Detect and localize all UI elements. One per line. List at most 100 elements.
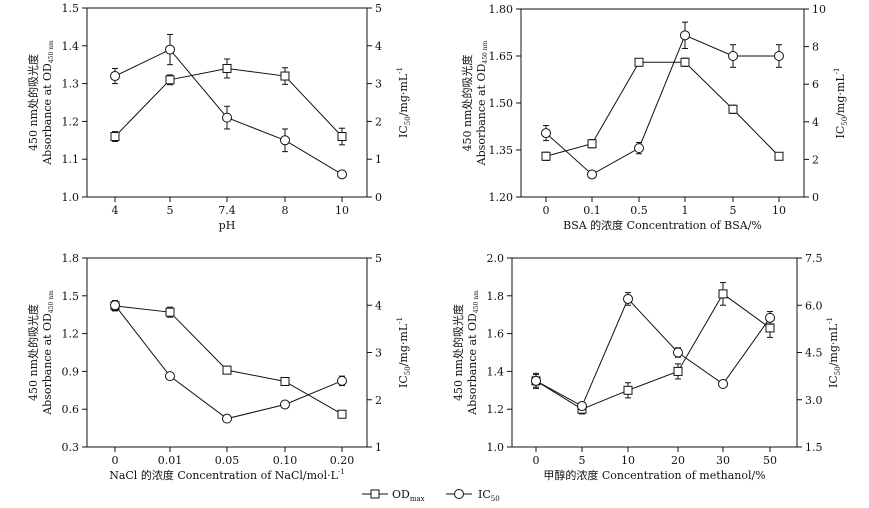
x-tick-label: 0	[533, 454, 540, 467]
x-tick-label: 5	[579, 454, 586, 467]
y2-axis-label: IC50/mg·mL-1	[396, 317, 412, 388]
od-point	[673, 366, 683, 376]
x-tick-label: 8	[282, 204, 289, 217]
svg-text:ODmax: ODmax	[392, 488, 425, 503]
od-point	[222, 365, 232, 375]
ic50-point	[577, 401, 587, 412]
x-axis-label: pH	[219, 219, 236, 232]
ic50-point	[337, 169, 347, 180]
y2-tick-label: 2	[375, 394, 382, 407]
y-axis-label-sub: 450 nm	[48, 290, 55, 313]
y2-axis-label-sub: 50	[834, 366, 842, 375]
ic50-point	[718, 379, 728, 389]
y2-tick-label: 5	[375, 2, 382, 15]
y-tick-label: 2.0	[487, 252, 505, 265]
y2-tick-label: 3.0	[805, 394, 823, 407]
od-point	[634, 57, 644, 67]
od-point	[110, 132, 120, 142]
y-tick-label: 1.5	[62, 290, 80, 303]
x-tick-label: 20	[671, 454, 685, 467]
od-point	[718, 289, 728, 299]
y-tick-label: 1.0	[487, 441, 505, 454]
y-axis-label-cn: 450 nm处的吸光度	[451, 304, 465, 401]
y-tick-label: 1.35	[489, 144, 514, 157]
y-tick-label: 1.4	[62, 40, 80, 53]
ic50-point	[337, 375, 347, 386]
x-tick-label: 30	[716, 454, 730, 467]
legend-ic-label: IC	[478, 488, 491, 501]
ic50-point	[541, 128, 551, 139]
y-tick-label: 1.65	[489, 50, 514, 63]
y-tick-label: 1.2	[62, 115, 80, 128]
ic50-point	[587, 169, 597, 180]
y-axis-label-en: Absorbance at OD450 nm	[41, 40, 55, 166]
y2-axis-label-unit: /mg·mL	[397, 323, 410, 366]
y-tick-label: 1.20	[489, 191, 514, 204]
y2-axis-label-unit: /mg·mL	[827, 323, 840, 366]
x-tick-label: 10	[772, 204, 786, 217]
od-point	[765, 323, 775, 333]
ic50-point	[634, 143, 644, 154]
od-point	[680, 57, 690, 67]
od-series-line	[545, 61, 780, 157]
y2-axis-label-sub: 50	[404, 366, 412, 375]
y-axis-label-sub: 450 nm	[473, 290, 480, 313]
x-tick-label: 4	[112, 204, 119, 217]
y2-tick-label: 0	[375, 191, 382, 204]
od-point	[280, 71, 290, 81]
od-point	[280, 376, 290, 386]
plot-frame	[86, 7, 368, 198]
od-point	[337, 409, 347, 419]
x-tick-label: 0.1	[583, 204, 601, 217]
y2-axis-label-sup: -1	[826, 317, 834, 324]
x-tick-label: 10	[621, 454, 635, 467]
x-tick-label: 0	[112, 454, 119, 467]
y2-tick-label: 2	[375, 115, 382, 128]
ic50-point	[680, 30, 690, 41]
od-point	[165, 307, 175, 317]
y-tick-label: 1.2	[487, 403, 505, 416]
y-tick-label: 0.6	[62, 403, 80, 416]
ic50-series-line	[545, 34, 779, 176]
y2-tick-label: 1	[375, 441, 382, 454]
y2-axis-label-sub: 50	[404, 116, 412, 125]
y2-tick-label: 8	[812, 41, 819, 54]
plot-frame	[520, 8, 805, 198]
y-tick-label: 1.2	[62, 328, 80, 341]
y-tick-label: 1.3	[62, 78, 80, 91]
y-tick-label: 1.4	[487, 365, 505, 378]
y-tick-label: 1.50	[489, 97, 514, 110]
x-tick-label: 7.4	[218, 204, 236, 217]
x-tick-label: 5	[730, 204, 737, 217]
ic50-point	[531, 375, 541, 386]
ic50-point	[222, 413, 232, 424]
y-tick-label: 1.80	[489, 3, 514, 16]
legend-ic-sub: 50	[491, 495, 500, 503]
y2-tick-label: 4	[375, 299, 382, 312]
x-tick-label: 0.20	[330, 454, 355, 467]
y-tick-label: 0.3	[62, 441, 80, 454]
y2-tick-label: 6	[812, 78, 819, 91]
y2-axis-label-sup: -1	[396, 317, 404, 324]
y2-axis-label: IC50/mg·mL-1	[396, 67, 412, 138]
panel-ph: 1.0 1.1 1.2 1.3 1.4 1.5 0 1 2 3 4 5 4 5 7.4 8 10 pH 450 nm…	[26, 2, 412, 232]
ic50-series-line	[535, 298, 771, 407]
x-tick-label: 5	[167, 204, 174, 217]
y2-tick-label: 1	[375, 153, 382, 166]
ic50-series-line	[114, 304, 343, 420]
y2-tick-label: 6.0	[805, 299, 823, 312]
y-axis-label-sub: 450 nm	[48, 40, 55, 63]
y2-tick-label: 3	[375, 347, 382, 360]
ic50-point	[280, 399, 290, 410]
panel-bsa: 1.20 1.35 1.50 1.65 1.80 0 2 4 6 8 10 0 0.1 0.5 1 5 10 BS…	[460, 3, 849, 232]
y2-axis-label-unit: /mg·mL	[834, 74, 847, 117]
ic50-point	[765, 312, 775, 323]
legend: ODmax IC50	[362, 488, 500, 503]
x-tick-label: 50	[763, 454, 777, 467]
od-point	[587, 139, 597, 149]
od-point	[222, 63, 232, 73]
x-tick-label: 0	[543, 204, 550, 217]
y-axis-label-cn: 450 nm处的吸光度	[26, 304, 40, 401]
legend-od-marker	[370, 489, 380, 499]
